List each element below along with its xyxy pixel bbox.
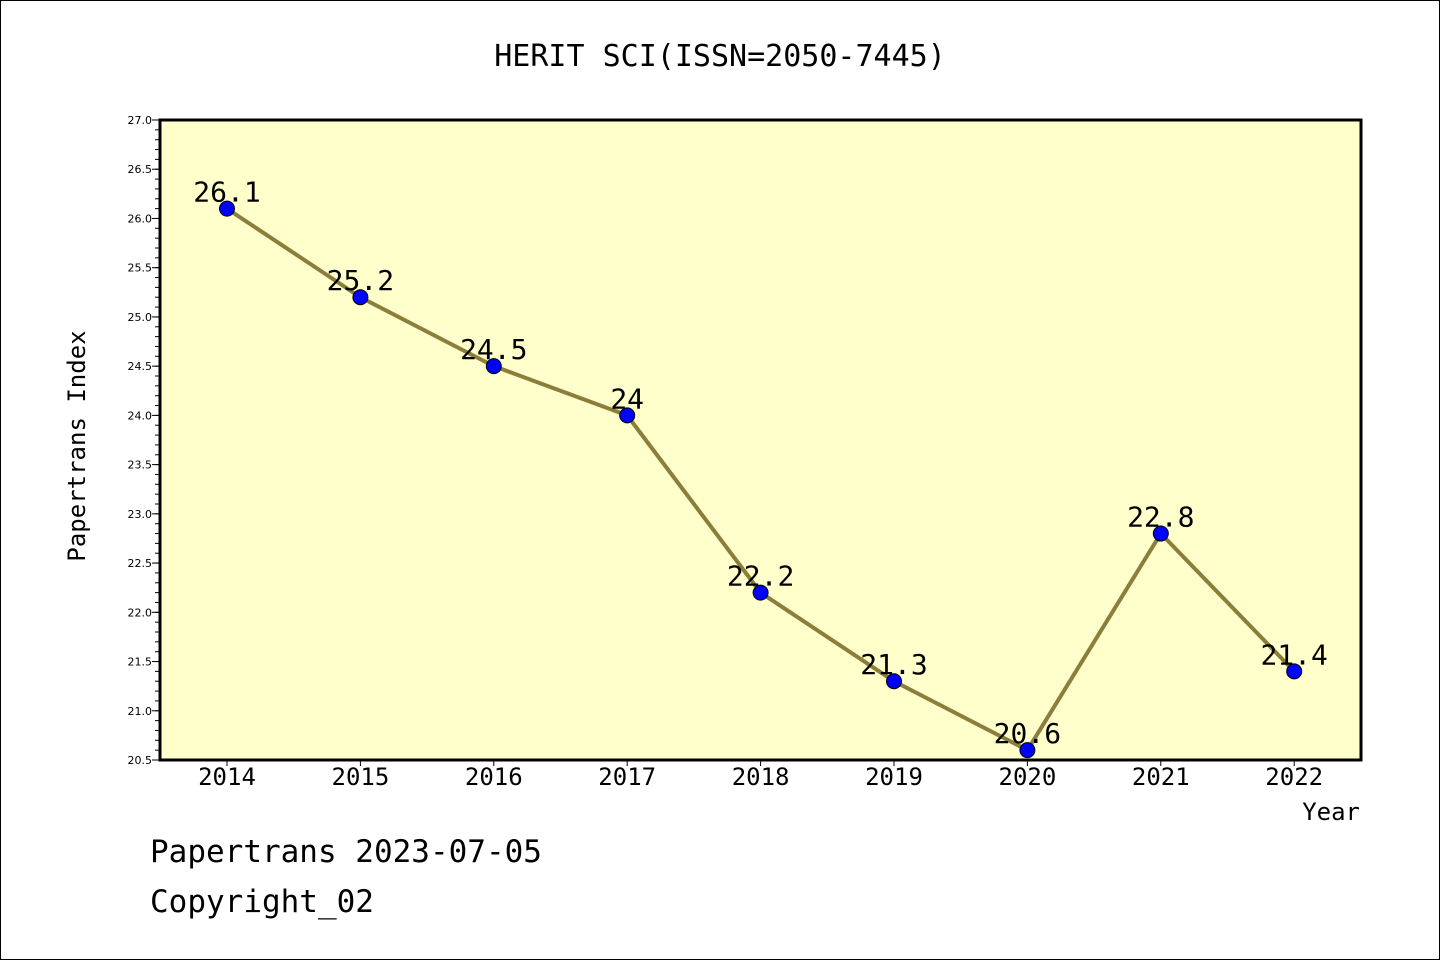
series-line-group: 26.1 25.2 24.5 24 22.2 21.3 20.6 22.8 21.4 <box>193 176 1328 759</box>
x-tick-label: 2020 <box>999 763 1057 791</box>
y-tick-label: 22.5 <box>128 557 153 570</box>
data-label-2019: 21.3 <box>860 648 927 681</box>
data-point-2016 <box>485 358 502 375</box>
data-label-2022: 21.4 <box>1260 638 1327 671</box>
x-tick-label: 2014 <box>198 763 256 791</box>
plot-area <box>160 120 1361 760</box>
x-tick-label: 2015 <box>332 763 390 791</box>
x-tick-label: 2018 <box>732 763 790 791</box>
y-tick-label: 26.5 <box>128 163 153 176</box>
y-axis: 20.5 21.0 21.5 22.0 22.5 23.0 23.5 24.0 24.5 25.0… <box>128 114 160 767</box>
data-point-2015 <box>352 289 369 306</box>
data-point-2014 <box>219 200 235 217</box>
x-tick-label: 2021 <box>1132 763 1190 791</box>
data-label-2021: 22.8 <box>1127 501 1194 534</box>
data-label-2017: 24 <box>610 382 644 415</box>
x-axis-label: Year <box>1302 798 1360 826</box>
y-tick-label: 22.0 <box>128 606 153 619</box>
y-tick-label: 24.0 <box>128 409 153 422</box>
chart-title: HERIT SCI(ISSN=2050-7445) <box>494 39 946 74</box>
data-point-2018 <box>752 584 769 601</box>
data-label-2020: 20.6 <box>994 717 1061 750</box>
y-axis-label: Papertrans Index <box>63 330 91 561</box>
y-tick-label: 27.0 <box>128 114 153 127</box>
y-tick-label: 24.5 <box>128 360 153 373</box>
y-tick-label: 21.5 <box>128 656 153 669</box>
plot-border <box>158 118 1363 762</box>
footer-date: Papertrans 2023-07-05 <box>150 834 542 870</box>
y-tick-label: 26.0 <box>128 212 153 225</box>
data-point-2021 <box>1152 525 1169 542</box>
y-tick-label: 23.5 <box>128 459 153 472</box>
y-tick-label: 20.5 <box>128 754 153 767</box>
y-tick-label: 23.0 <box>128 508 153 521</box>
x-axis: 2014 2015 2016 2017 2018 2019 2020 2021 2022 <box>198 760 1323 791</box>
data-point-2017 <box>619 407 636 424</box>
x-tick-label: 2017 <box>598 763 656 791</box>
data-label-2018: 22.2 <box>727 560 794 593</box>
footer-copyright: Copyright_02 <box>150 884 374 920</box>
data-point-2022 <box>1286 663 1303 680</box>
data-label-2015: 25.2 <box>327 264 394 297</box>
data-point-2019 <box>886 673 902 690</box>
data-label-2016: 24.5 <box>460 333 527 366</box>
x-tick-label: 2019 <box>865 763 923 791</box>
data-label-2014: 26.1 <box>193 176 260 209</box>
x-tick-label: 2016 <box>465 763 523 791</box>
y-tick-label: 25.5 <box>128 262 153 275</box>
data-point-2020 <box>1019 742 1036 759</box>
y-tick-label: 25.0 <box>128 311 153 324</box>
y-tick-label: 21.0 <box>128 705 153 718</box>
x-tick-label: 2022 <box>1265 763 1323 791</box>
